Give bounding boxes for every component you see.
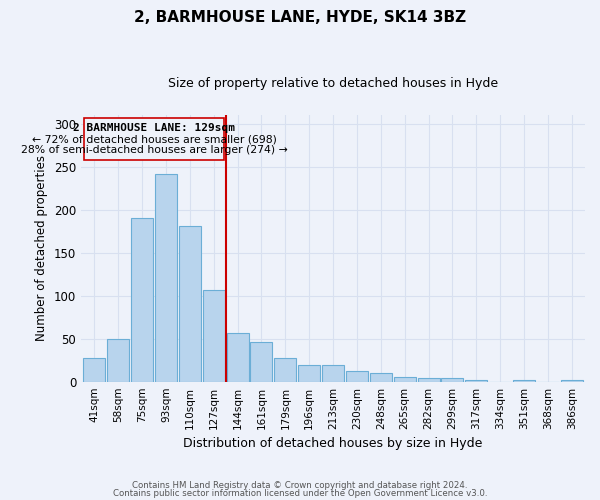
Bar <box>155 174 177 382</box>
Bar <box>322 366 344 382</box>
Bar <box>250 342 272 382</box>
Text: 28% of semi-detached houses are larger (274) →: 28% of semi-detached houses are larger (… <box>20 146 287 156</box>
Title: Size of property relative to detached houses in Hyde: Size of property relative to detached ho… <box>168 78 498 90</box>
Bar <box>83 358 105 382</box>
Bar <box>346 372 368 382</box>
Bar <box>107 338 129 382</box>
FancyBboxPatch shape <box>83 118 224 160</box>
Bar <box>131 218 153 382</box>
Bar <box>179 226 201 382</box>
X-axis label: Distribution of detached houses by size in Hyde: Distribution of detached houses by size … <box>184 437 483 450</box>
Bar <box>370 373 392 382</box>
Bar <box>466 380 487 382</box>
Bar <box>274 358 296 382</box>
Bar <box>561 380 583 382</box>
Text: 2, BARMHOUSE LANE, HYDE, SK14 3BZ: 2, BARMHOUSE LANE, HYDE, SK14 3BZ <box>134 10 466 25</box>
Bar <box>227 332 248 382</box>
Text: Contains public sector information licensed under the Open Government Licence v3: Contains public sector information licen… <box>113 488 487 498</box>
Text: ← 72% of detached houses are smaller (698): ← 72% of detached houses are smaller (69… <box>32 134 277 144</box>
Bar <box>298 366 320 382</box>
Text: Contains HM Land Registry data © Crown copyright and database right 2024.: Contains HM Land Registry data © Crown c… <box>132 481 468 490</box>
Bar <box>513 380 535 382</box>
Bar <box>418 378 440 382</box>
Bar <box>203 290 224 382</box>
Text: 2 BARMHOUSE LANE: 129sqm: 2 BARMHOUSE LANE: 129sqm <box>73 123 235 133</box>
Bar <box>442 378 463 382</box>
Bar <box>394 376 416 382</box>
Y-axis label: Number of detached properties: Number of detached properties <box>35 156 49 342</box>
